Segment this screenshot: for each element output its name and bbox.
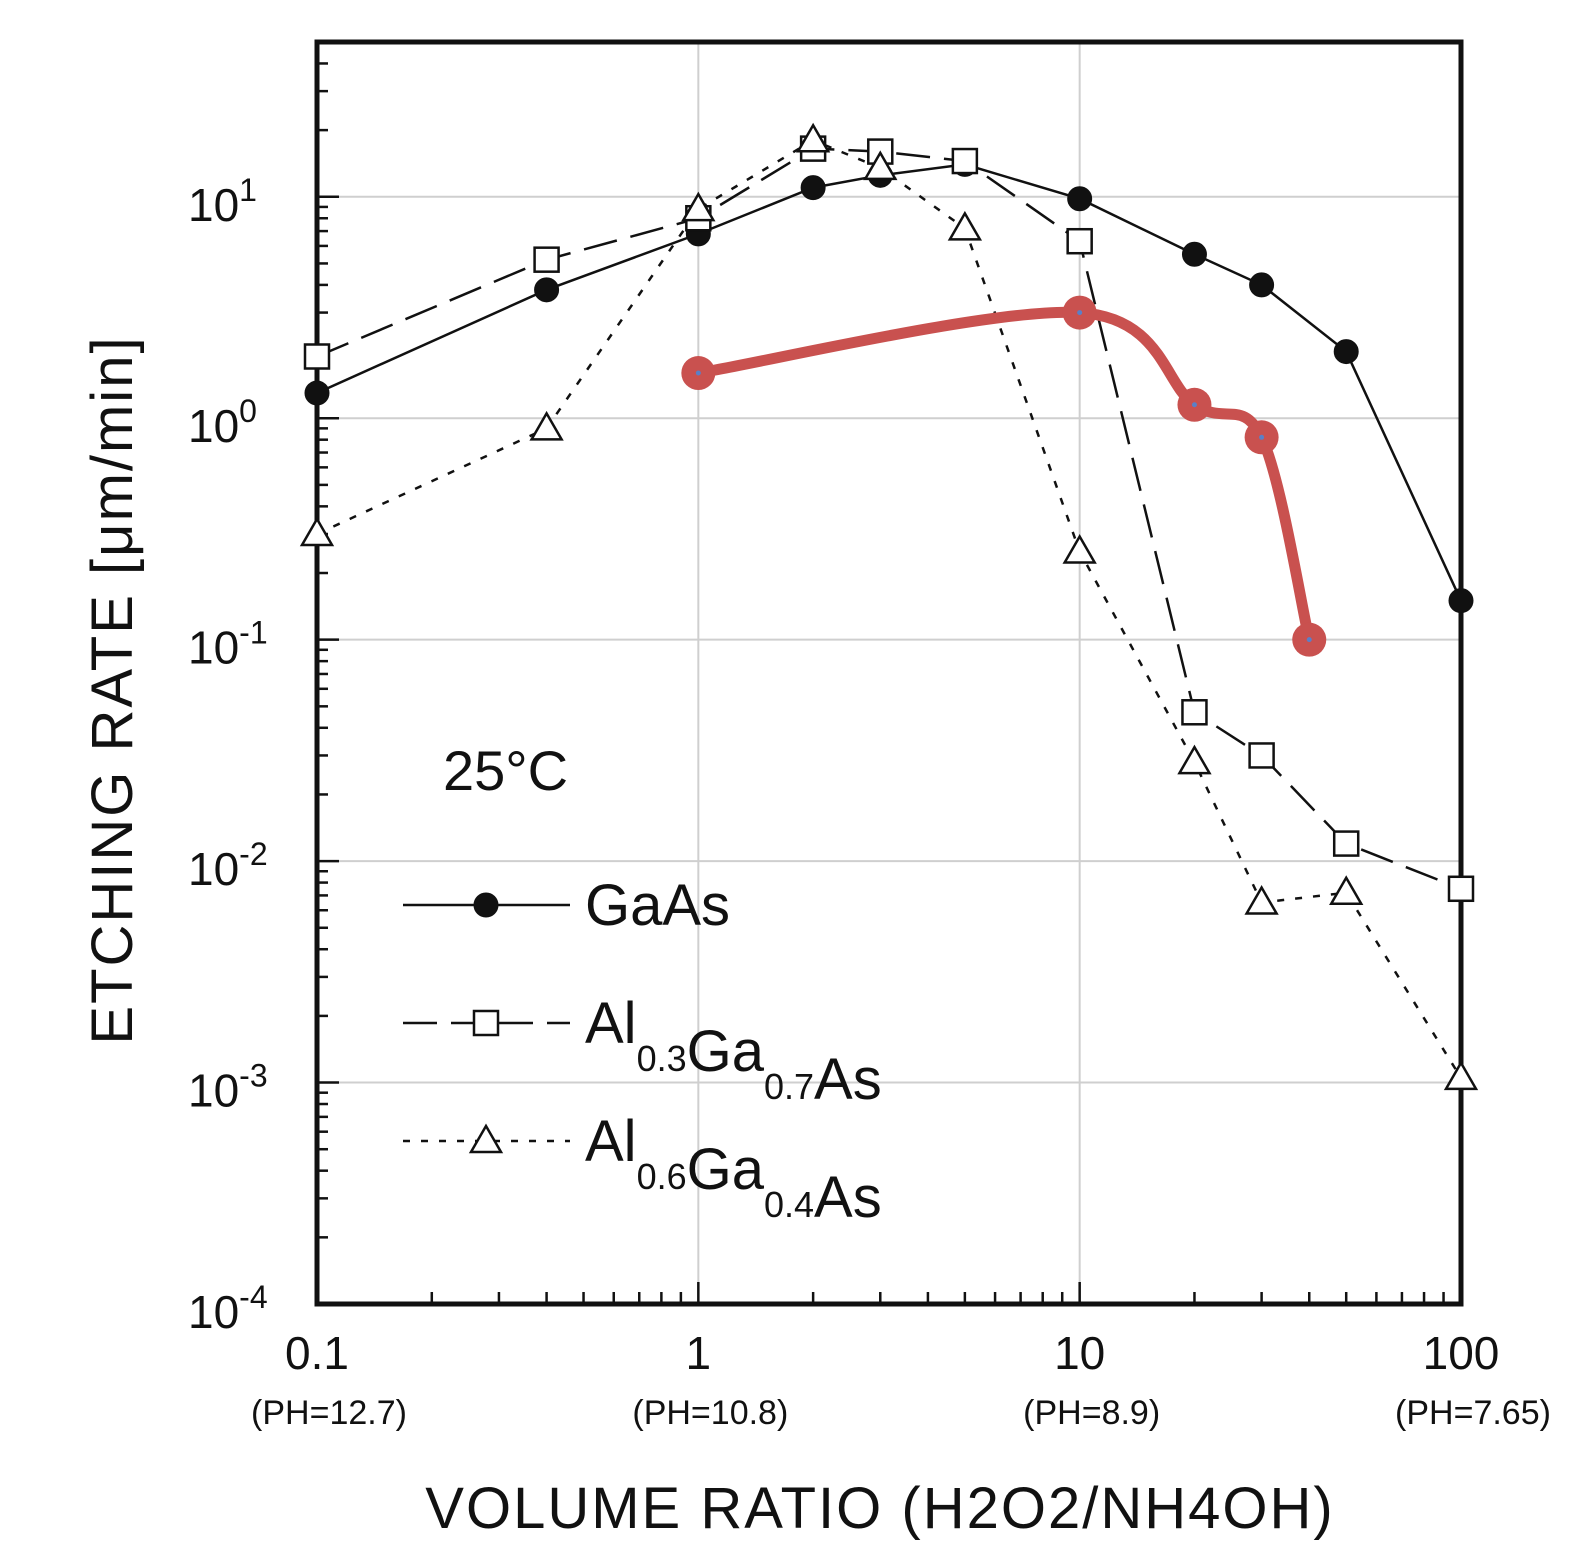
y-tick-exponent: 0 [239, 393, 257, 429]
legend-marker [472, 1009, 500, 1037]
x-tick-label: 10 [1054, 1327, 1105, 1379]
series-point-1 [1066, 227, 1093, 255]
series-line-2 [316, 138, 1463, 1079]
highlight-series-point-center [1259, 434, 1265, 440]
y-tick-base: 10 [188, 843, 239, 895]
y-tick-base: 10 [188, 622, 239, 674]
x-tick-label: 1 [686, 1327, 712, 1379]
legend-label-part: Ga [687, 1137, 765, 1202]
series-point-0 [1067, 186, 1093, 212]
y-tick-exponent: -3 [239, 1058, 267, 1094]
y-tick-exponent: 1 [239, 172, 257, 208]
series-point-0 [1181, 241, 1207, 267]
y-tick-label: 10-3 [188, 1058, 268, 1117]
y-tick-label: 100 [188, 393, 257, 452]
series-point-0 [1249, 272, 1275, 298]
x-tick-ph-label: (PH=10.8) [632, 1394, 788, 1432]
legend-label-subscript: 0.4 [764, 1184, 814, 1225]
highlight-series-point-center [695, 370, 701, 376]
legend-label-subscript: 0.3 [637, 1038, 687, 1079]
series-point-0 [304, 380, 330, 406]
legend-marker [473, 892, 499, 918]
y-tick-exponent: -4 [239, 1279, 267, 1315]
series-point-0 [1448, 588, 1474, 614]
legend-marker [468, 1123, 504, 1154]
y-tick-exponent: -1 [239, 615, 267, 651]
axis-ticks [315, 40, 1463, 1306]
legend-label-subscript: 0.6 [637, 1156, 687, 1197]
series-point-2 [529, 410, 564, 441]
series-point-1 [1181, 699, 1208, 726]
plot-frame [314, 39, 1464, 1307]
series-point-2 [795, 122, 831, 153]
x-tick-ph-label: (PH=7.65) [1395, 1394, 1551, 1432]
series-point-2 [1177, 744, 1212, 775]
y-axis-title: ETCHING RATE [μm/min] [80, 335, 145, 1044]
series-point-1 [951, 147, 979, 175]
legend-label-part: Al [585, 991, 637, 1056]
legend-label-part: As [814, 1165, 882, 1230]
legend-label-part: As [814, 1047, 882, 1112]
highlight-series-point-center [1306, 637, 1312, 643]
y-tick-label: 10-4 [188, 1279, 268, 1338]
series-point-1 [1248, 742, 1275, 769]
y-tick-base: 10 [188, 400, 239, 452]
series-markers [299, 122, 1479, 1091]
y-tick-base: 10 [188, 1065, 239, 1117]
series-point-2 [1329, 875, 1364, 905]
series-point-2 [1443, 1060, 1479, 1091]
series-point-1 [1447, 875, 1475, 903]
x-axis-title: VOLUME RATIO (H2O2/NH4OH) [425, 1476, 1334, 1541]
legend-label-part: Al [585, 1109, 637, 1174]
series-point-2 [947, 210, 983, 241]
series-point-2 [681, 191, 716, 222]
tick-labels: 0.1(PH=12.7)1(PH=10.8)10(PH=8.9)100(PH=7… [188, 172, 1551, 1432]
series-point-1 [533, 246, 560, 273]
y-tick-base: 10 [188, 1286, 239, 1338]
highlight-series-point-center [1191, 402, 1197, 408]
series-point-1 [303, 343, 331, 370]
series-point-2 [863, 150, 898, 181]
series-point-0 [1333, 339, 1359, 365]
y-tick-label: 101 [188, 172, 257, 231]
y-tick-base: 10 [188, 179, 239, 231]
series-point-0 [800, 175, 826, 201]
temperature-annotation: 25°C [443, 739, 568, 802]
legend-label-part: Ga [687, 1019, 765, 1084]
series-lines [316, 138, 1463, 1079]
legend-label-part: GaAs [585, 873, 730, 938]
series-point-1 [1332, 830, 1360, 857]
x-tick-ph-label: (PH=8.9) [1023, 1394, 1160, 1432]
x-tick-label: 100 [1423, 1327, 1500, 1379]
legend-label: GaAs [585, 873, 730, 938]
series-point-2 [1062, 534, 1097, 564]
legend-label: Al0.6Ga0.4As [585, 1109, 882, 1230]
series-point-0 [534, 277, 560, 303]
y-tick-exponent: -2 [239, 836, 267, 872]
y-tick-label: 10-2 [188, 836, 268, 895]
series-point-2 [1244, 885, 1279, 915]
x-tick-ph-label: (PH=12.7) [251, 1394, 407, 1432]
y-tick-label: 10-1 [188, 615, 268, 674]
legend-label-subscript: 0.7 [764, 1066, 814, 1107]
highlight-series-line [692, 306, 1315, 646]
x-tick-label: 0.1 [285, 1327, 349, 1379]
series-point-2 [299, 516, 335, 547]
highlight-series-point-center [1077, 310, 1083, 316]
legend-label: Al0.3Ga0.7As [585, 991, 882, 1112]
grid-lines [316, 42, 1462, 1305]
